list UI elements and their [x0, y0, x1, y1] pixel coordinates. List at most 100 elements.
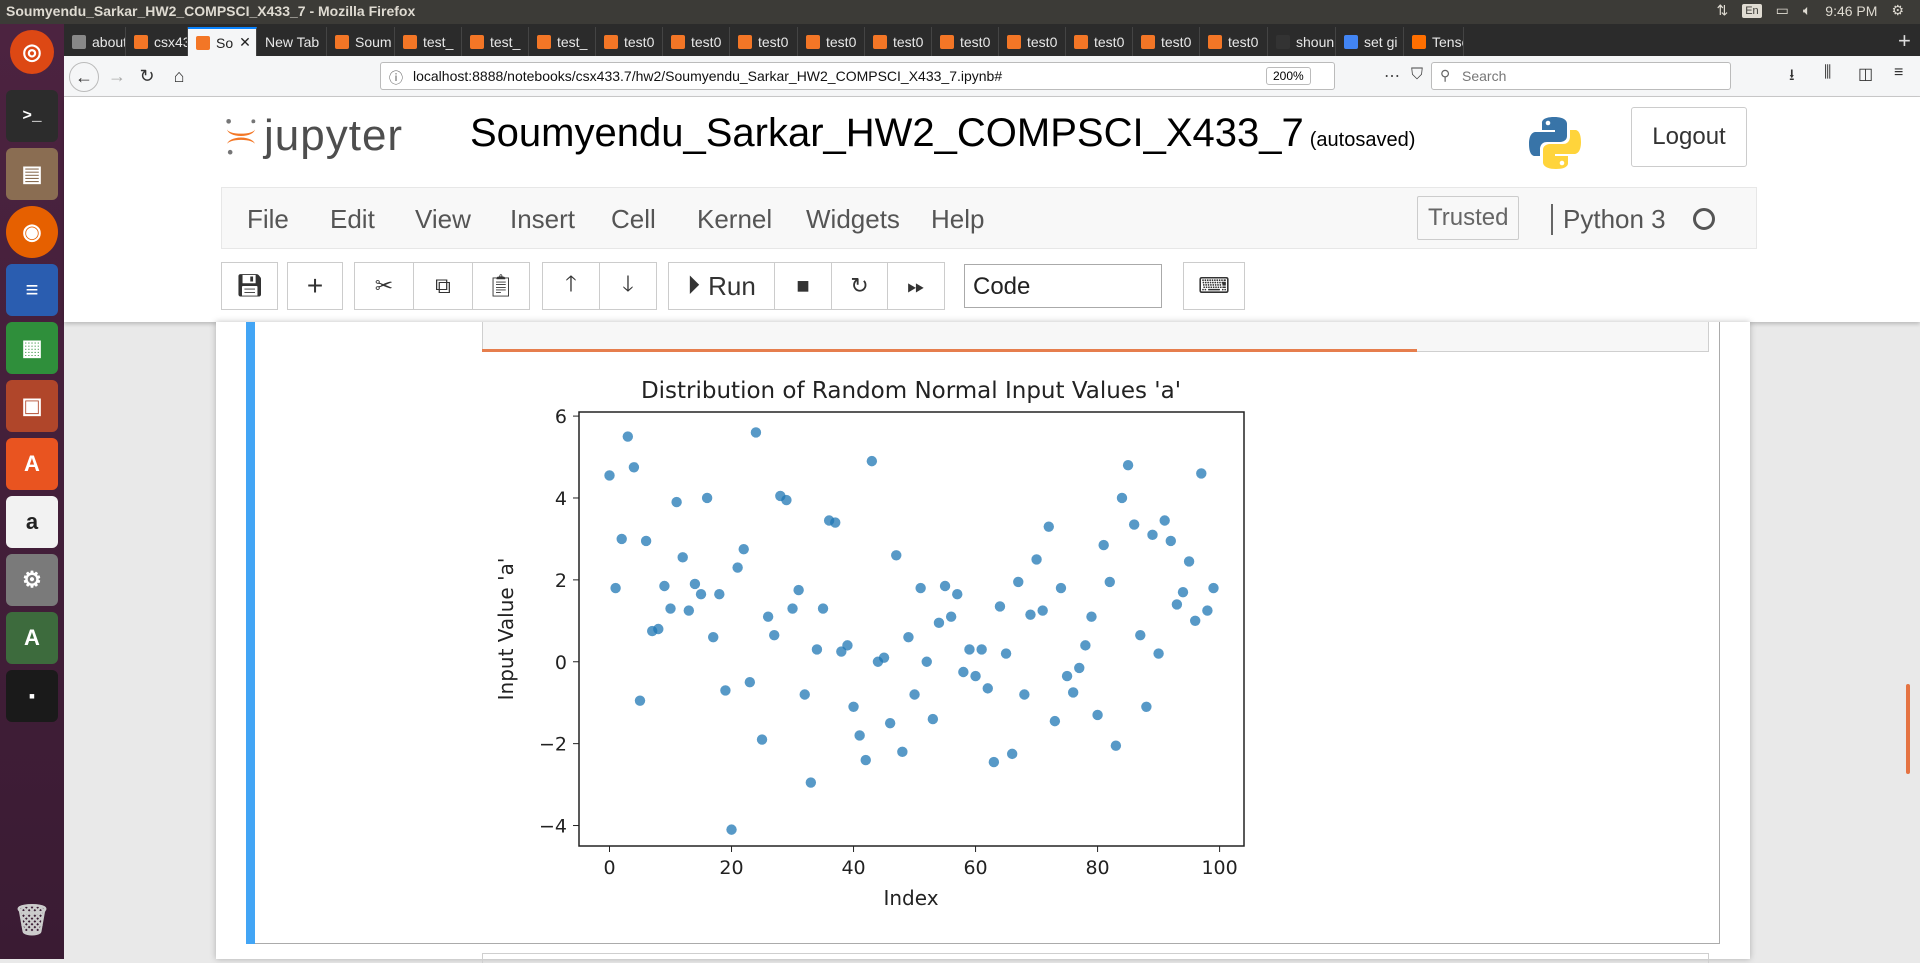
- browser-tab[interactable]: test0: [730, 27, 798, 56]
- zoom-level[interactable]: 200%: [1266, 67, 1311, 85]
- restart-button[interactable]: ↻: [831, 262, 888, 310]
- browser-tab[interactable]: test0: [596, 27, 663, 56]
- tab-label: New Tab: [265, 33, 320, 50]
- move-down-button[interactable]: 🡓: [599, 262, 657, 310]
- downloads-icon[interactable]: ⭳: [1789, 67, 1795, 84]
- network-arrows-icon[interactable]: ⇅: [1716, 2, 1729, 18]
- new-tab-icon[interactable]: +: [1898, 28, 1911, 53]
- data-point: [994, 601, 1006, 612]
- browser-tab[interactable]: shoun: [1268, 27, 1336, 56]
- save-button[interactable]: 💾︎: [221, 262, 278, 310]
- browser-tab[interactable]: Tenso: [1404, 27, 1464, 56]
- browser-tab[interactable]: test0: [1200, 27, 1268, 56]
- system-settings-icon[interactable]: ⚙: [6, 554, 58, 606]
- browser-tab[interactable]: So ✕: [188, 27, 257, 56]
- menu-help[interactable]: Help: [931, 204, 985, 234]
- browser-tab[interactable]: test_: [529, 27, 596, 56]
- menu-cell[interactable]: Cell: [611, 204, 656, 234]
- browser-tab[interactable]: csx43: [126, 27, 188, 56]
- keyboard-layout-indicator[interactable]: En: [1742, 3, 1762, 18]
- next-cell[interactable]: [482, 953, 1709, 963]
- data-point: [1019, 689, 1030, 700]
- close-tab-icon[interactable]: ✕: [239, 34, 251, 50]
- battery-icon[interactable]: ▭: [1775, 2, 1789, 18]
- home-icon[interactable]: ⌂: [173, 65, 185, 86]
- menu-widgets[interactable]: Widgets: [806, 204, 900, 234]
- tab-label: test0: [893, 33, 924, 50]
- reload-icon[interactable]: ↻: [139, 65, 155, 86]
- url-bar[interactable]: ⓘ localhost:8888/notebooks/csx433.7/hw2/…: [380, 62, 1452, 90]
- browser-tab[interactable]: test0: [999, 27, 1066, 56]
- browser-tab[interactable]: test_: [395, 27, 462, 56]
- menu-icon[interactable]: ≡: [1894, 64, 1904, 81]
- cell-type-select[interactable]: Code: [964, 264, 1162, 308]
- volume-icon[interactable]: 🔈︎: [1802, 2, 1812, 18]
- menu-kernel[interactable]: Kernel: [697, 204, 773, 234]
- notebook-name[interactable]: Soumyendu_Sarkar_HW2_COMPSCI_X433_7: [470, 111, 1304, 155]
- page-actions-icon[interactable]: ⋯: [1384, 68, 1400, 85]
- data-point: [683, 605, 695, 616]
- notebook-toolbar: 💾︎ + ✂ ⧉ 📋︎ 🡑 🡓 ⏵ Run ■ ↻ ⏩︎ Code ⌨: [221, 262, 1757, 312]
- cut-button[interactable]: ✂: [354, 262, 414, 310]
- forward-icon[interactable]: →: [108, 65, 126, 86]
- pocket-icon[interactable]: ⛉: [1411, 66, 1424, 83]
- terminal-icon[interactable]: >_: [6, 90, 58, 142]
- scatter-chart: Distribution of Random Normal Input Valu…: [494, 378, 1245, 910]
- disk-icon[interactable]: ▪: [6, 670, 58, 722]
- browser-tab[interactable]: about:se: [64, 27, 126, 56]
- data-point: [799, 689, 810, 700]
- browser-tab[interactable]: set gi: [1336, 27, 1404, 56]
- data-point: [1013, 576, 1024, 588]
- paste-button[interactable]: 📋︎: [472, 262, 530, 310]
- notebook-title[interactable]: Soumyendu_Sarkar_HW2_COMPSCI_X433_7 (auto…: [470, 111, 1415, 156]
- ubuntu-dash-icon[interactable]: ◎: [10, 30, 54, 74]
- amazon-icon[interactable]: a: [6, 496, 58, 548]
- browser-tab[interactable]: test_: [462, 27, 529, 56]
- library-icon[interactable]: ⫼: [1824, 64, 1832, 81]
- menu-edit[interactable]: Edit: [330, 204, 375, 234]
- firefox-icon[interactable]: ◉: [6, 206, 58, 258]
- menu-insert[interactable]: Insert: [510, 204, 576, 234]
- previous-output-area[interactable]: [482, 322, 1709, 352]
- browser-tab[interactable]: test0: [932, 27, 999, 56]
- insert-cell-button[interactable]: +: [287, 262, 343, 310]
- run-button[interactable]: ⏵ Run: [668, 262, 775, 310]
- move-up-button[interactable]: 🡑: [542, 262, 600, 310]
- menu-view[interactable]: View: [415, 204, 471, 234]
- browser-tab[interactable]: test0: [865, 27, 932, 56]
- search-placeholder: Search: [1462, 68, 1507, 84]
- power-gear-icon[interactable]: ⚙: [1891, 2, 1904, 18]
- jupyter-wordmark: jupyter: [264, 111, 404, 160]
- data-point: [1208, 582, 1219, 594]
- trusted-indicator[interactable]: Trusted: [1417, 196, 1520, 240]
- scrollbar-thumb[interactable]: [1906, 684, 1910, 774]
- search-input[interactable]: ⚲ Search: [1431, 62, 1731, 90]
- files-icon[interactable]: ▤: [6, 148, 58, 200]
- browser-tab[interactable]: test0: [663, 27, 730, 56]
- back-icon[interactable]: ←: [69, 62, 99, 92]
- copy-button[interactable]: ⧉: [413, 262, 473, 310]
- writer-icon[interactable]: ≡: [6, 264, 58, 316]
- browser-tab[interactable]: New Tab: [257, 27, 327, 56]
- clock[interactable]: 9:46 PM: [1825, 2, 1878, 19]
- software-updater-icon[interactable]: A: [6, 612, 58, 664]
- data-point: [616, 533, 627, 545]
- sidebar-icon[interactable]: ◫: [1858, 66, 1874, 83]
- menu-file[interactable]: File: [247, 204, 289, 234]
- browser-tab[interactable]: Soum: [327, 27, 395, 56]
- kernel-name[interactable]: Python 3: [1551, 204, 1666, 235]
- jupyter-logo[interactable]: jupyter: [224, 111, 403, 161]
- browser-tab[interactable]: test0: [798, 27, 865, 56]
- trash-icon[interactable]: 🗑︎: [12, 903, 52, 937]
- command-palette-button[interactable]: ⌨: [1183, 262, 1245, 310]
- browser-tab[interactable]: test0: [1133, 27, 1200, 56]
- site-info-icon[interactable]: ⓘ: [389, 70, 403, 86]
- restart-run-all-button[interactable]: ⏩︎: [887, 262, 945, 310]
- logout-button[interactable]: Logout: [1631, 107, 1747, 167]
- x-axis-label: Index: [883, 886, 938, 910]
- impress-icon[interactable]: ▣: [6, 380, 58, 432]
- interrupt-button[interactable]: ■: [774, 262, 832, 310]
- software-center-icon[interactable]: A: [6, 438, 58, 490]
- calc-icon[interactable]: ▦: [6, 322, 58, 374]
- browser-tab[interactable]: test0: [1066, 27, 1133, 56]
